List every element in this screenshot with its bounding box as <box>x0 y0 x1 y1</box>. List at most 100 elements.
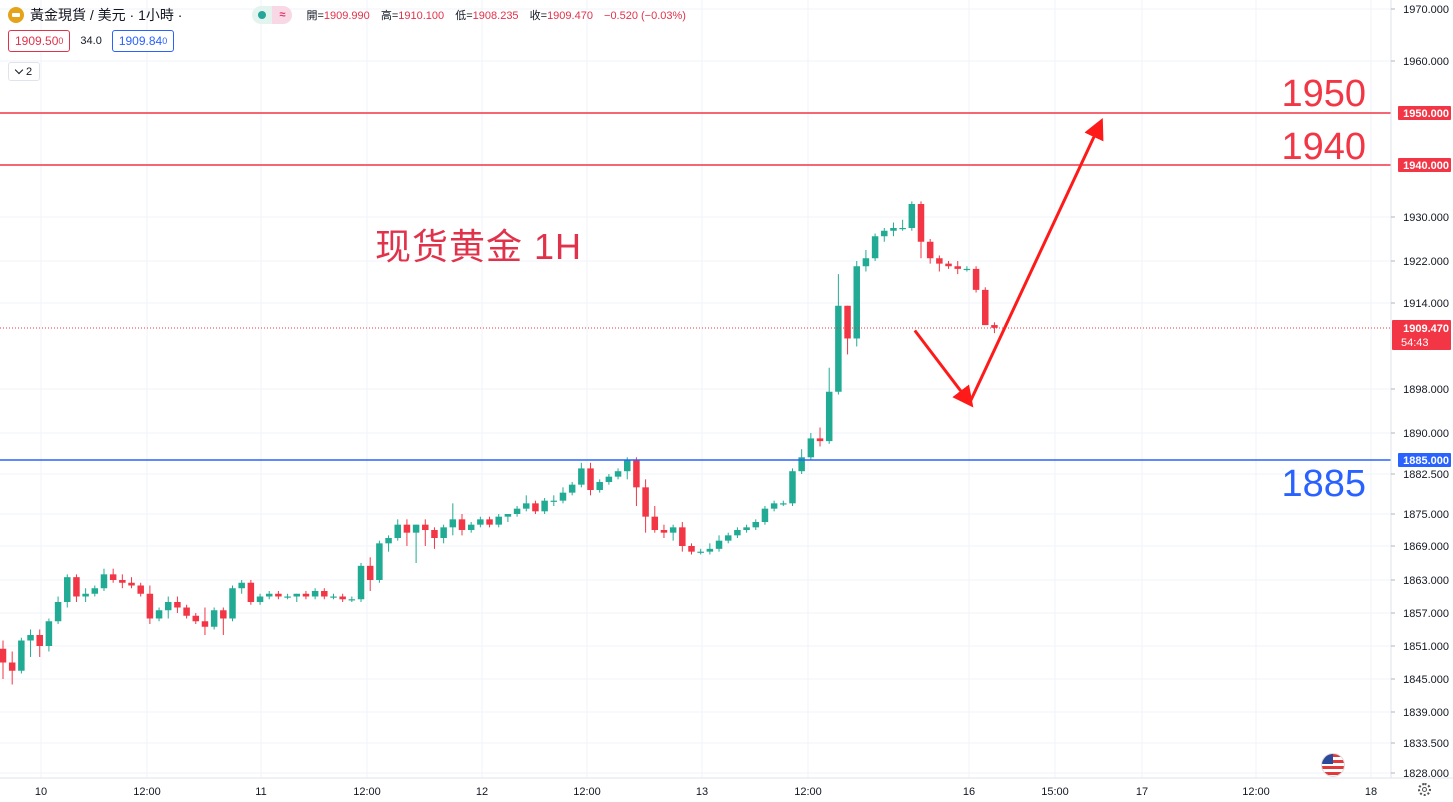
candle-body <box>0 648 7 663</box>
candle <box>890 222 897 237</box>
candle <box>8 651 16 685</box>
candle-body <box>458 519 466 530</box>
delayed-data-icon[interactable]: ≈ <box>272 6 293 24</box>
candle-body <box>376 543 383 580</box>
candle <box>816 427 824 447</box>
candle-body <box>321 591 328 597</box>
low-label: 低= <box>455 10 473 22</box>
level-price-tag <box>1398 453 1451 467</box>
candle <box>651 506 659 533</box>
candle <box>513 506 521 517</box>
price-tick-label: 1914.000 <box>1403 298 1449 310</box>
candle-body <box>119 580 126 583</box>
candle <box>422 519 429 546</box>
candle <box>954 261 961 275</box>
candle-body <box>73 577 80 597</box>
candle-body <box>477 519 484 525</box>
candle-body <box>614 471 622 477</box>
candle <box>825 367 833 444</box>
candle <box>752 519 760 530</box>
candle-body <box>8 662 16 671</box>
candle <box>36 629 43 657</box>
candle-body <box>256 596 264 602</box>
sell-button[interactable]: 1909.50 0 <box>8 30 71 52</box>
candle-body <box>449 519 457 528</box>
candle-body <box>642 487 649 517</box>
candle <box>229 585 236 622</box>
candle-body <box>936 258 943 264</box>
time-tick-label: 12:00 <box>133 786 161 798</box>
candle-body <box>330 596 337 598</box>
candle <box>449 503 457 536</box>
candle <box>330 593 337 600</box>
low-value: 1908.235 <box>472 10 519 22</box>
candle-body <box>284 596 291 598</box>
settings-icon[interactable] <box>1418 783 1431 796</box>
candle-body <box>155 610 163 619</box>
price-tick-label: 1857.000 <box>1403 608 1449 620</box>
candle <box>54 596 62 624</box>
time-tick-label: 16 <box>963 786 975 798</box>
candle <box>210 607 218 630</box>
spread-value: 34.0 <box>80 35 102 47</box>
candle <box>293 593 301 602</box>
candle <box>807 433 815 460</box>
time-tick-label: 18 <box>1365 786 1377 798</box>
indicators-toggle-button[interactable]: 2 <box>8 62 40 81</box>
candle <box>403 519 411 546</box>
candle <box>348 596 356 602</box>
candle-body <box>871 236 879 259</box>
candle <box>458 514 466 536</box>
candle-body <box>669 527 677 533</box>
candle <box>45 618 53 652</box>
price-tick-label: 1828.000 <box>1403 768 1449 780</box>
candle-body <box>210 610 218 627</box>
candle <box>100 568 108 591</box>
candle <box>155 607 163 622</box>
candle-body <box>761 508 769 522</box>
candle-body <box>174 602 181 608</box>
candle <box>220 607 227 635</box>
close-label: 收= <box>529 10 548 22</box>
candle-body <box>128 582 135 586</box>
candle-body <box>972 268 980 290</box>
candle <box>926 239 934 264</box>
symbol-title[interactable]: 黃金現貨 / 美元 · 1小時 · <box>30 7 183 23</box>
candle <box>734 527 741 538</box>
candle-body <box>596 482 603 490</box>
candle <box>550 495 558 506</box>
candle-body <box>504 514 512 517</box>
price-tick-label: 1863.000 <box>1403 575 1449 587</box>
candle-body <box>688 546 695 552</box>
candle <box>679 522 686 552</box>
candle-body <box>54 602 62 622</box>
buy-button[interactable]: 1909.84 0 <box>111 30 175 52</box>
candle <box>724 532 732 544</box>
candle-body <box>963 268 971 271</box>
price-tick-label: 1898.000 <box>1403 384 1449 396</box>
us-flag-icon[interactable] <box>1321 753 1345 777</box>
candle-body <box>467 524 475 530</box>
candle <box>247 580 255 605</box>
status-pills[interactable]: ≈ <box>252 6 293 24</box>
candle <box>238 580 245 594</box>
candle-body <box>908 204 916 228</box>
candle-body <box>541 500 548 512</box>
price-tick-label: 1851.000 <box>1403 641 1449 653</box>
candle <box>385 535 392 552</box>
candle <box>899 219 906 231</box>
candle <box>633 457 640 506</box>
candle-body <box>422 524 429 530</box>
candle <box>697 548 704 555</box>
candle <box>146 585 154 624</box>
market-open-icon[interactable] <box>252 6 273 24</box>
high-label: 高= <box>380 10 399 22</box>
candle <box>495 514 502 528</box>
candle <box>660 524 668 538</box>
price-tick-label: 1970.000 <box>1403 4 1449 16</box>
candle-body <box>734 530 741 536</box>
price-axis-bg <box>1391 0 1453 802</box>
candle <box>761 506 769 525</box>
candle <box>109 568 117 583</box>
